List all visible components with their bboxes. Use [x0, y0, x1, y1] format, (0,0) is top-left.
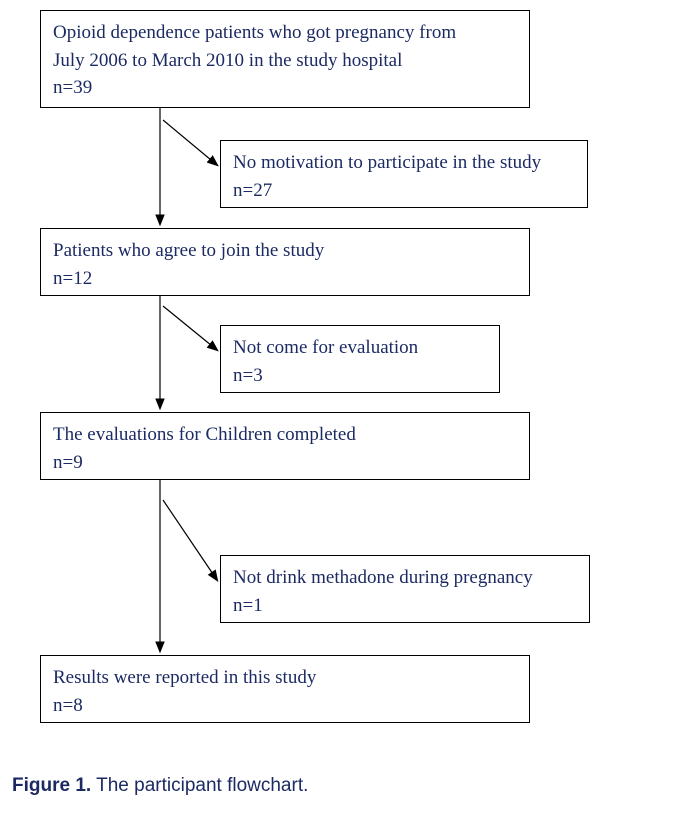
node-text: July 2006 to March 2010 in the study hos… [53, 50, 402, 71]
flow-node-agreed-join: Patients who agree to join the study n=1… [40, 228, 530, 296]
figure-caption: Figure 1. The participant flowchart. [12, 775, 308, 797]
node-text: n=1 [233, 595, 263, 616]
node-text: Results were reported in this study [53, 667, 316, 688]
node-text: n=12 [53, 268, 92, 289]
node-text: Not drink methadone during pregnancy [233, 567, 533, 588]
caption-text: The participant flowchart. [91, 775, 308, 796]
edge-n3-n4 [163, 306, 217, 350]
node-text: Opioid dependence patients who got pregn… [53, 22, 456, 43]
edge-n1-n2 [163, 120, 217, 165]
node-text: n=39 [53, 77, 92, 98]
caption-prefix: Figure 1. [12, 775, 91, 796]
node-text: n=8 [53, 695, 83, 716]
flow-node-excluded-no-methadone: Not drink methadone during pregnancy n=1 [220, 555, 590, 623]
flow-node-evaluations-completed: The evaluations for Children completed n… [40, 412, 530, 480]
flow-node-initial-population: Opioid dependence patients who got pregn… [40, 10, 530, 108]
flow-node-excluded-no-motivation: No motivation to participate in the stud… [220, 140, 588, 208]
node-text: Not come for evaluation [233, 337, 418, 358]
flow-node-results-reported: Results were reported in this study n=8 [40, 655, 530, 723]
node-text: The evaluations for Children completed [53, 424, 356, 445]
node-text: No motivation to participate in the stud… [233, 152, 541, 173]
edge-n5-n6 [163, 500, 217, 580]
flow-node-excluded-no-evaluation: Not come for evaluation n=3 [220, 325, 500, 393]
node-text: Patients who agree to join the study [53, 240, 324, 261]
node-text: n=27 [233, 180, 272, 201]
node-text: n=9 [53, 452, 83, 473]
flowchart-stage: Opioid dependence patients who got pregn… [0, 0, 684, 818]
node-text: n=3 [233, 365, 263, 386]
